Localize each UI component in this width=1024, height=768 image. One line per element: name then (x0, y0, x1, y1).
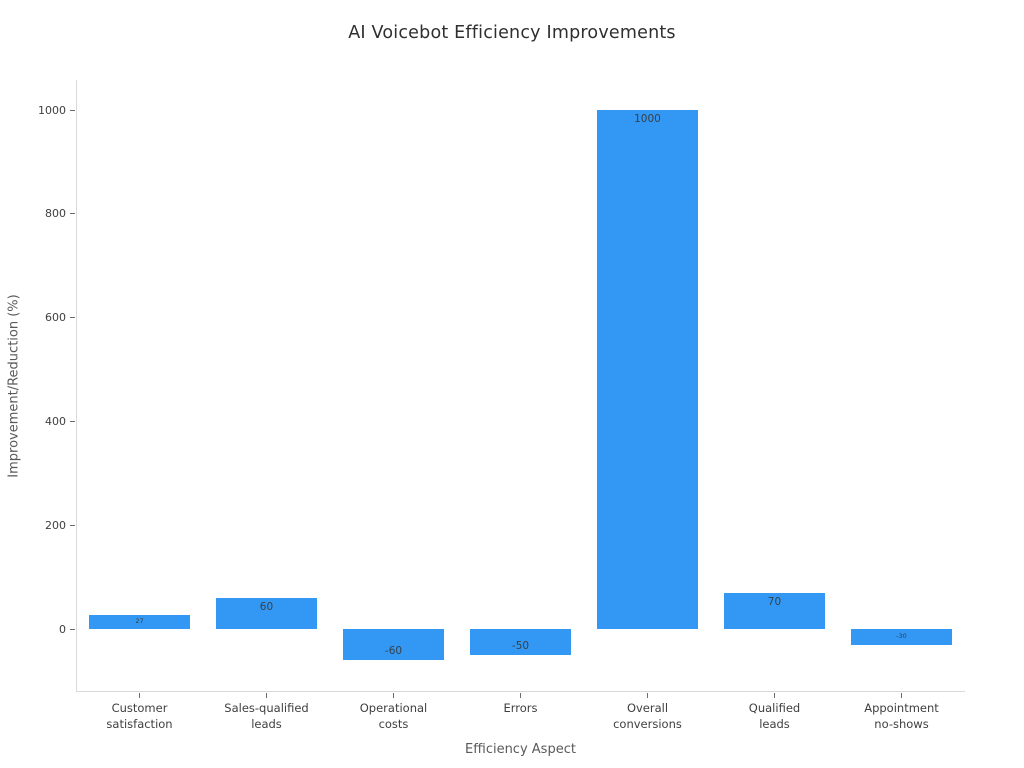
x-tick-label: Errors (503, 701, 538, 715)
bar (88, 615, 191, 630)
bar-value-label: -60 (384, 644, 403, 657)
chart-title: AI Voicebot Efficiency Improvements (348, 23, 676, 43)
bar (469, 629, 572, 656)
x-tick-label: Operational costs (359, 701, 428, 731)
bar (596, 110, 699, 630)
x-tick-mark (774, 693, 775, 698)
x-tick-mark (139, 693, 140, 698)
plot-area (76, 80, 965, 692)
y-tick-label: 600 (45, 311, 66, 325)
y-tick-label: 0 (59, 622, 66, 636)
x-tick-mark (901, 693, 902, 698)
bar (342, 629, 445, 661)
x-tick-mark (520, 693, 521, 698)
y-tick-mark (70, 421, 75, 423)
x-axis-title: Efficiency Aspect (465, 742, 576, 757)
x-tick-mark (647, 693, 648, 698)
x-tick-label: Overall conversions (613, 701, 682, 731)
y-tick-mark (70, 524, 75, 526)
bar (215, 598, 318, 630)
y-tick-mark (70, 213, 75, 215)
y-tick-label: 1000 (38, 103, 66, 117)
x-tick-label: Customer satisfaction (106, 701, 173, 731)
bar-value-label: -50 (511, 639, 530, 652)
y-tick-mark (70, 317, 75, 319)
bar-value-label: 60 (259, 601, 274, 614)
y-tick-mark (70, 109, 75, 111)
x-tick-label: Qualified leads (748, 701, 801, 731)
bar-value-label: -30 (896, 631, 907, 640)
y-tick-label: 800 (45, 207, 66, 221)
bar (723, 592, 826, 630)
x-tick-label: Appointment no-shows (864, 701, 939, 731)
bar-value-label: 70 (767, 595, 782, 608)
bar-value-label: 1000 (634, 113, 661, 126)
bar (850, 629, 953, 645)
y-tick-label: 400 (45, 415, 66, 429)
y-tick-mark (70, 628, 75, 630)
bar-value-label: 27 (135, 617, 144, 626)
y-tick-label: 200 (45, 518, 66, 532)
x-tick-mark (266, 693, 267, 698)
x-tick-label: Sales-qualified leads (224, 701, 309, 731)
x-tick-mark (393, 693, 394, 698)
